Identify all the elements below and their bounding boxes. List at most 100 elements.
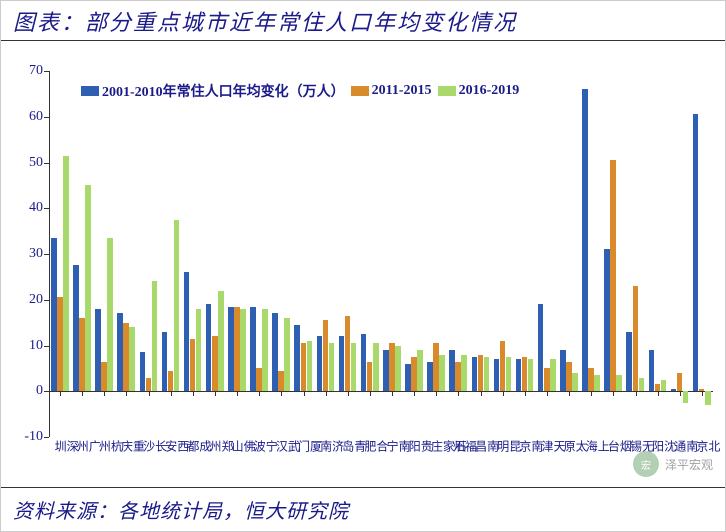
bar: [184, 272, 190, 391]
bar: [51, 238, 57, 391]
x-tick: [348, 391, 349, 396]
bar: [218, 291, 224, 392]
bar: [79, 318, 85, 391]
bar: [655, 384, 661, 391]
x-tick: [547, 391, 548, 396]
plot-area: -10010203040506070深圳广州杭州重庆长沙西安成都郑州佛山宁波武汉…: [49, 71, 713, 437]
bar: [373, 343, 379, 391]
x-tick-label: 厦门: [298, 440, 322, 451]
y-tick: [44, 391, 49, 392]
bar: [256, 368, 262, 391]
x-tick: [658, 391, 659, 396]
bar: [140, 352, 146, 391]
y-tick: [44, 254, 49, 255]
bar: [560, 350, 566, 391]
x-tick: [193, 391, 194, 396]
bar: [683, 391, 689, 402]
bar: [417, 350, 423, 391]
bar: [411, 357, 417, 391]
bar: [639, 378, 645, 392]
x-tick: [370, 391, 371, 396]
bar: [63, 156, 69, 392]
bar: [661, 380, 667, 391]
x-tick: [392, 391, 393, 396]
bar: [506, 357, 512, 391]
bar: [278, 371, 284, 392]
bar: [317, 336, 323, 391]
bar: [85, 185, 91, 391]
y-tick-label: 10: [29, 338, 43, 354]
x-tick-label: 重庆: [120, 440, 144, 451]
x-tick: [82, 391, 83, 396]
bar: [234, 307, 240, 392]
x-tick: [60, 391, 61, 396]
x-tick-label: 福州: [452, 440, 476, 451]
x-tick: [613, 391, 614, 396]
bar: [162, 332, 168, 391]
x-tick-label: 南昌: [475, 440, 499, 451]
x-tick: [104, 391, 105, 396]
bar: [544, 368, 550, 391]
bar: [323, 320, 329, 391]
bar: [405, 364, 411, 391]
bar: [616, 375, 622, 391]
bar: [240, 309, 246, 391]
x-tick: [326, 391, 327, 396]
bar: [649, 350, 655, 391]
x-tick: [525, 391, 526, 396]
bar: [301, 343, 307, 391]
bar: [95, 309, 101, 391]
y-tick-label: 20: [29, 292, 43, 308]
bar: [449, 350, 455, 391]
bar: [572, 373, 578, 391]
bar: [610, 160, 616, 391]
bar: [439, 355, 445, 392]
bar: [367, 362, 373, 392]
bar: [168, 371, 174, 392]
bar: [677, 373, 683, 391]
bar: [190, 339, 196, 392]
bar: [73, 265, 79, 391]
bar: [395, 346, 401, 392]
bar: [478, 355, 484, 392]
x-tick: [591, 391, 592, 396]
bar: [604, 249, 610, 391]
bar: [484, 357, 490, 391]
x-tick-label: 无锡: [630, 440, 654, 451]
bar: [307, 341, 313, 391]
x-tick: [503, 391, 504, 396]
bar: [389, 343, 395, 391]
y-tick: [44, 117, 49, 118]
bar: [117, 313, 123, 391]
bar: [671, 389, 677, 391]
bar: [351, 343, 357, 391]
bar: [550, 359, 556, 391]
x-tick: [171, 391, 172, 396]
watermark-icon: 宏: [633, 451, 659, 477]
y-tick-label: 0: [36, 383, 43, 399]
bar: [594, 375, 600, 391]
x-tick: [481, 391, 482, 396]
bar: [123, 323, 129, 392]
watermark: 宏 泽平宏观: [633, 451, 713, 477]
x-tick: [458, 391, 459, 396]
y-tick: [44, 71, 49, 72]
source-row: 资料来源：各地统计局，恒大研究院: [1, 487, 725, 531]
x-tick: [237, 391, 238, 396]
x-tick: [304, 391, 305, 396]
bar: [516, 359, 522, 391]
bar: [57, 297, 63, 391]
x-tick: [702, 391, 703, 396]
x-tick: [215, 391, 216, 396]
bar: [262, 309, 268, 391]
x-tick-label: 烟台: [607, 440, 631, 451]
bar: [522, 357, 528, 391]
bar: [633, 286, 639, 391]
y-tick-label: 50: [29, 155, 43, 171]
y-tick: [44, 208, 49, 209]
bar: [174, 220, 180, 392]
x-tick: [126, 391, 127, 396]
y-axis: [49, 71, 50, 437]
bar: [705, 391, 711, 405]
bar: [250, 307, 256, 392]
